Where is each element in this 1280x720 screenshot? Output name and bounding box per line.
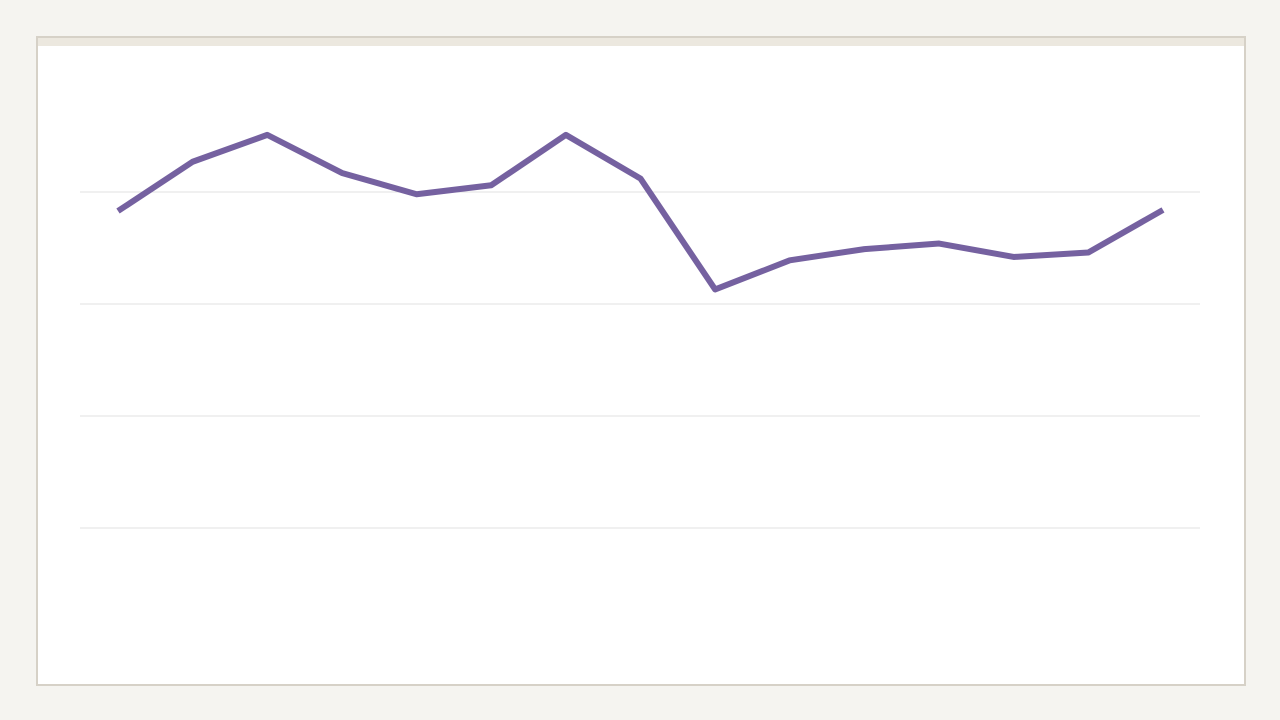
line-series <box>116 131 1165 293</box>
card-header-strip <box>38 38 1244 46</box>
